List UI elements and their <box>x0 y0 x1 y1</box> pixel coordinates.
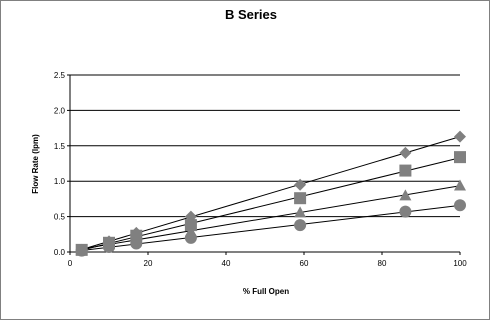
tick-labels: 0.0 0.5 1.0 1.5 2.0 2.5 0 20 40 60 80 100 <box>54 71 467 268</box>
gridlines <box>70 74 460 218</box>
triangle-marker <box>399 189 412 201</box>
circle-marker <box>75 244 88 257</box>
trend-line-triangle <box>81 185 461 250</box>
trend-line-square <box>81 157 461 251</box>
axes <box>67 74 461 255</box>
circle-marker <box>454 199 466 212</box>
diamond-marker <box>454 130 466 143</box>
y-tick-label: 1.0 <box>54 177 66 186</box>
square-marker <box>184 219 197 232</box>
circle-marker <box>399 205 412 218</box>
x-tick-label: 20 <box>144 259 153 268</box>
square-marker <box>454 151 466 164</box>
y-tick-label: 1.5 <box>54 142 66 151</box>
circle-marker <box>130 237 143 250</box>
square-marker <box>399 164 412 177</box>
y-tick-label: 2.0 <box>54 106 66 115</box>
square-marker <box>294 192 307 205</box>
y-axis-label: Flow Rate (lpm) <box>31 134 40 194</box>
circle-marker <box>103 241 115 254</box>
triangle-marker <box>454 179 466 191</box>
x-tick-label: 100 <box>453 259 467 268</box>
chart-title: B Series <box>225 7 277 22</box>
diamond-marker <box>399 146 412 159</box>
x-tick-label: 0 <box>68 259 73 268</box>
trend-lines <box>81 136 461 251</box>
triangle-marker <box>294 206 307 218</box>
circle-marker <box>294 219 307 232</box>
diamond-marker <box>294 178 307 191</box>
y-tick-label: 0.0 <box>54 248 66 257</box>
trend-line-circle <box>81 204 461 251</box>
x-axis-label: % Full Open <box>243 287 289 296</box>
circle-marker <box>184 231 197 244</box>
trend-line-diamond <box>81 136 461 250</box>
x-tick-label: 60 <box>300 259 309 268</box>
x-tick-label: 40 <box>222 259 231 268</box>
data-markers <box>75 130 466 257</box>
x-tick-label: 80 <box>378 259 387 268</box>
y-tick-label: 0.5 <box>54 213 66 222</box>
y-tick-label: 2.5 <box>54 71 66 80</box>
